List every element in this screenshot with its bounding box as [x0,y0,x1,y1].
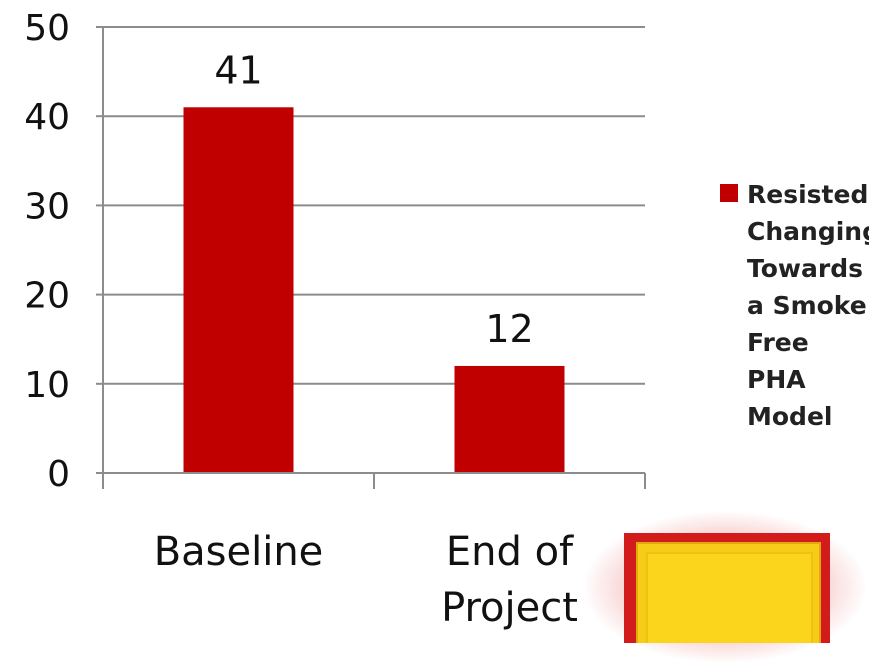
legend: Resisted Changing Towards a Smoke Free P… [720,176,869,435]
bars [183,107,565,473]
yellow-square-icon [624,533,830,643]
y-tick-label: 30 [24,186,70,227]
labels: 0 10 20 30 40 50 41 Baseline 12 End of Project [24,8,578,630]
y-tick-label: 50 [24,8,70,49]
legend-swatch [720,184,738,202]
bar-end-of-project [454,365,565,473]
y-tick-label: 0 [47,454,70,495]
bar-baseline [183,107,294,473]
yellow-square-inner [636,542,821,643]
y-tick-label: 10 [24,365,70,406]
axes [96,26,646,489]
x-category-label: Baseline [154,529,324,575]
y-tick-label: 40 [24,97,70,138]
y-tick-label: 20 [24,276,70,317]
legend-label: Resisted Changing Towards a Smoke Free P… [747,180,869,431]
data-label: 41 [214,48,262,92]
bar-chart: 0 10 20 30 40 50 41 Baseline 12 End of Project [24,8,646,630]
yellow-square-core [646,552,813,643]
x-category-label: Project [441,585,578,630]
x-category-label: End of [446,529,574,575]
data-label: 12 [485,307,533,351]
